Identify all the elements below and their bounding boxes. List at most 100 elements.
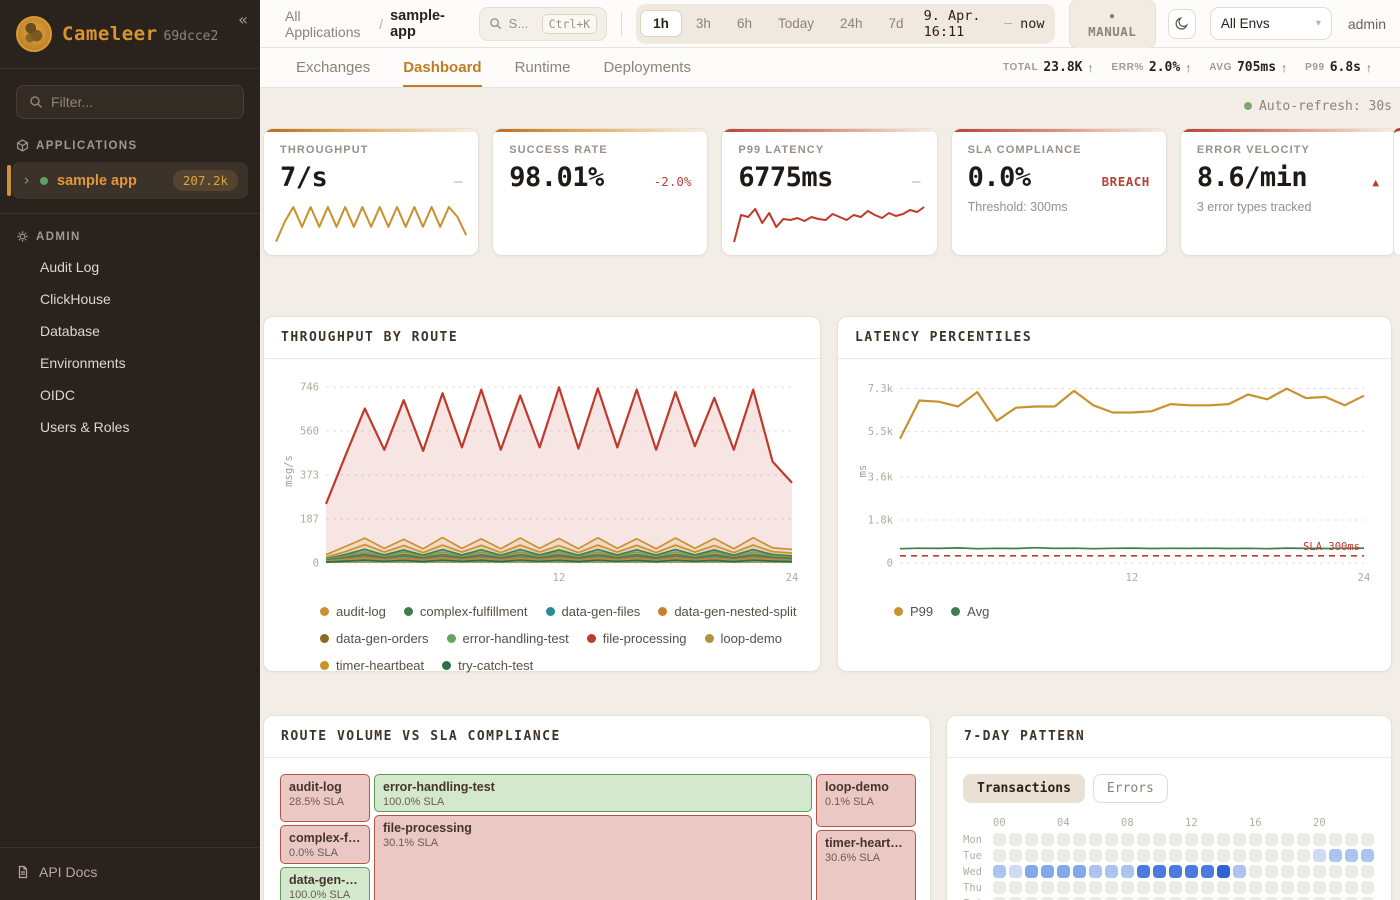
- sidebar-item-environments[interactable]: Environments: [40, 355, 126, 371]
- breadcrumb-all-applications[interactable]: All Applications: [285, 7, 361, 40]
- legend-item-loop-demo[interactable]: loop-demo: [704, 631, 782, 646]
- hour-label: 08: [1121, 817, 1134, 829]
- legend-item-p99[interactable]: P99: [894, 604, 933, 619]
- sidebar-item-audit-log[interactable]: Audit Log: [40, 259, 100, 275]
- theme-toggle-button[interactable]: [1167, 8, 1196, 39]
- time-range-1h[interactable]: 1h: [640, 10, 682, 37]
- tabbar: Exchanges Dashboard Runtime Deployments TOT…: [260, 48, 1400, 88]
- heatmap-cell: [1217, 881, 1230, 894]
- treemap-tile-data-gen-files[interactable]: data-gen-files 100.0% SLA: [280, 867, 370, 900]
- legend-item-timer-heartbeat[interactable]: timer-heartbeat: [320, 658, 424, 673]
- treemap-tile-loop-demo[interactable]: loop-demo 0.1% SLA: [816, 774, 916, 827]
- sidebar-header: Cameleer 69dcce2 «: [0, 0, 260, 66]
- heatmap-cell: [1169, 833, 1182, 846]
- tile-sla-value: 30.1% SLA: [383, 837, 439, 849]
- time-range-3h[interactable]: 3h: [684, 10, 723, 37]
- seven-day-pattern-panel: 7-DAY PATTERN Transactions Errors 00 04 08 1…: [946, 715, 1392, 900]
- date-to[interactable]: now: [1020, 15, 1045, 32]
- chevron-right-icon[interactable]: ›: [22, 171, 32, 189]
- collapse-sidebar-button[interactable]: «: [238, 10, 248, 29]
- heatmap-cell: [1361, 865, 1374, 878]
- kpi-delta: BREACH: [1101, 174, 1150, 189]
- heatmap-cell: [1361, 897, 1374, 900]
- heatmap-cell: [1345, 897, 1358, 900]
- heatmap-cell: [1041, 849, 1054, 862]
- date-from[interactable]: 9. Apr. 16:11: [923, 7, 981, 40]
- global-search-input[interactable]: [508, 16, 535, 31]
- legend-label: complex-fulfillment: [419, 604, 528, 619]
- filter-input-box[interactable]: [16, 85, 244, 119]
- stat-p99: P99 6.8s ↑: [1305, 60, 1372, 75]
- tab-dashboard[interactable]: Dashboard: [403, 48, 482, 87]
- route-volume-sla-panel: ROUTE VOLUME VS SLA COMPLIANCE audit-log…: [263, 715, 931, 900]
- legend-row: audit-log complex-fulfillment data-gen-fil…: [320, 604, 796, 619]
- treemap-tile-complex-fulfil-[interactable]: complex-fulfil... 0.0% SLA: [280, 825, 370, 864]
- filter-input[interactable]: [51, 94, 231, 110]
- heatmap-cell: [1281, 881, 1294, 894]
- heatmap-cell: [1025, 865, 1038, 878]
- heatmap-cell: [1169, 897, 1182, 900]
- heatmap-cell: [1073, 833, 1086, 846]
- sidebar-item-sample-app[interactable]: › sample app 207.2k: [7, 162, 248, 199]
- sidebar-item-clickhouse[interactable]: ClickHouse: [40, 291, 111, 307]
- tab-deployments[interactable]: Deployments: [603, 59, 691, 76]
- heatmap-cell: [1217, 849, 1230, 862]
- kpi-accent-bar: [722, 129, 937, 132]
- legend-item-complex-fulfillment[interactable]: complex-fulfillment: [403, 604, 528, 619]
- kpi-sparkline: [733, 206, 926, 243]
- time-range-24h[interactable]: 24h: [828, 10, 875, 37]
- weekly-heatmap: 000408121620MonTueWedThuFriSatSun: [963, 817, 1391, 900]
- heatmap-cell: [993, 833, 1006, 846]
- heatmap-row-wed: Wed: [963, 865, 1391, 878]
- heatmap-row-mon: Mon: [963, 833, 1391, 846]
- tab-runtime[interactable]: Runtime: [514, 59, 571, 76]
- env-select[interactable]: All Envs ▾: [1209, 7, 1332, 40]
- manual-refresh-button[interactable]: • MANUAL: [1068, 0, 1156, 49]
- sidebar-item-users-roles[interactable]: Users & Roles: [40, 419, 130, 435]
- kpi-value: 8.6/min: [1196, 162, 1308, 193]
- global-search-box[interactable]: Ctrl+K: [478, 6, 608, 41]
- y-tick-label: 187: [300, 513, 319, 525]
- heatmap-row-tue: Tue: [963, 849, 1391, 862]
- heatmap-cell: [1105, 849, 1118, 862]
- y-tick-label: 746: [300, 382, 319, 394]
- kpi-value-row: 6775ms –: [738, 162, 920, 193]
- heatmap-cell: [1057, 881, 1070, 894]
- treemap-tile-timer-heartbeat[interactable]: timer-heartbeat 30.6% SLA: [816, 830, 916, 900]
- time-range-6h[interactable]: 6h: [725, 10, 764, 37]
- treemap-tile-error-handling-test[interactable]: error-handling-test 100.0% SLA: [374, 774, 812, 812]
- treemap-tile-audit-log[interactable]: audit-log 28.5% SLA: [280, 774, 370, 822]
- legend-item-audit-log[interactable]: audit-log: [320, 604, 386, 619]
- legend-item-error-handling-test[interactable]: error-handling-test: [446, 631, 569, 646]
- stat-avg: AVG 705ms ↑: [1209, 60, 1287, 75]
- heatmap-row-fri: Fri: [963, 897, 1391, 900]
- heatmap-cell: [1169, 865, 1182, 878]
- time-range-7d[interactable]: 7d: [877, 10, 916, 37]
- panel-body: 0 187 373 560 746 12 24 msg/s audit-log complex-…: [264, 359, 820, 673]
- legend-item-try-catch-test[interactable]: try-catch-test: [442, 658, 533, 673]
- legend-label: data-gen-files: [561, 604, 641, 619]
- treemap-tile-file-processing[interactable]: file-processing 30.1% SLA: [374, 815, 812, 900]
- kpi-accent-bar: [951, 129, 1166, 132]
- legend-dot-icon: [894, 607, 903, 616]
- toggle-transactions[interactable]: Transactions: [963, 774, 1085, 803]
- kpi-card-p99-latency: P99 LATENCY 6775ms –: [721, 128, 938, 256]
- heatmap-cell: [993, 865, 1006, 878]
- legend-item-data-gen-orders[interactable]: data-gen-orders: [320, 631, 429, 646]
- time-range-today[interactable]: Today: [766, 10, 826, 37]
- tab-exchanges[interactable]: Exchanges: [296, 59, 371, 76]
- legend-item-avg[interactable]: Avg: [951, 604, 989, 619]
- heatmap-cell: [1025, 833, 1038, 846]
- x-tick-label: 24: [786, 572, 799, 584]
- toggle-errors[interactable]: Errors: [1092, 774, 1168, 803]
- legend-item-file-processing[interactable]: file-processing: [586, 631, 687, 646]
- sidebar-item-oidc[interactable]: OIDC: [40, 387, 75, 403]
- legend-item-data-gen-files[interactable]: data-gen-files: [545, 604, 641, 619]
- user-label[interactable]: admin: [1347, 15, 1386, 32]
- day-label: Wed: [963, 865, 982, 878]
- sidebar-item-database[interactable]: Database: [40, 323, 100, 339]
- sidebar-item-api-docs[interactable]: API Docs: [0, 850, 260, 900]
- kpi-subtext: 3 error types tracked: [1196, 200, 1312, 214]
- heatmap-cell: [1249, 865, 1262, 878]
- legend-item-data-gen-nested-split[interactable]: data-gen-nested-split: [658, 604, 796, 619]
